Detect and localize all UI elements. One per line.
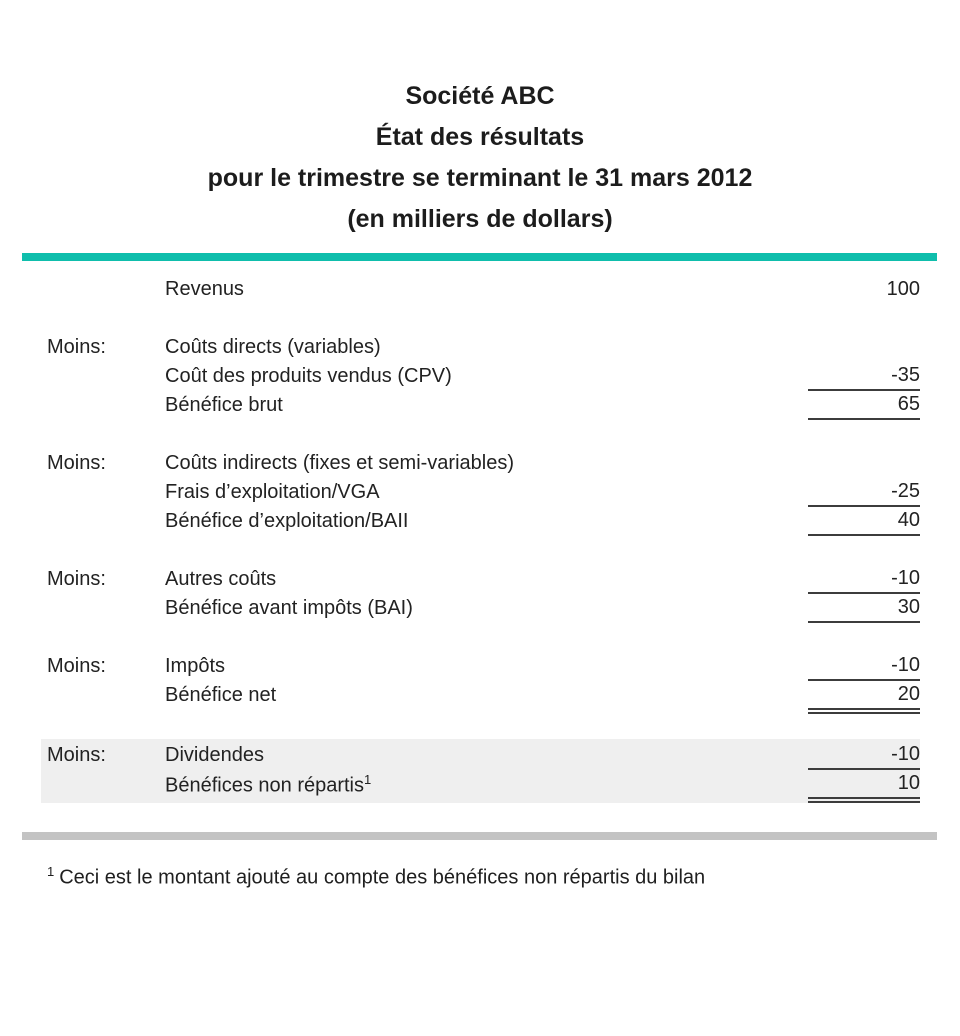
row-amount: 100 [886, 278, 920, 300]
retained-earnings-shaded-section: Moins: Dividendes -10 Bénéfices non répa… [41, 739, 920, 803]
row-amount: 65 [808, 391, 920, 420]
statement-period: pour le trimestre se terminant le 31 mar… [207, 164, 753, 192]
row-label: Revenus [165, 278, 244, 300]
row-label: Coûts indirects (fixes et semi-variables… [165, 452, 514, 474]
row-benefice-avant-impots: Bénéfice avant impôts (BAI) 30 [47, 594, 920, 623]
footnote-marker: 1 [47, 864, 55, 879]
row-impots: Moins: Impôts -10 [47, 652, 920, 681]
row-cout-produits-vendus: Coût des produits vendus (CPV) -35 [47, 362, 920, 391]
row-label: Impôts [165, 655, 226, 677]
row-label: Coût des produits vendus (CPV) [165, 365, 452, 387]
row-label: Dividendes [165, 744, 264, 766]
row-spacer [47, 304, 920, 333]
row-amount [808, 333, 920, 362]
row-amount: -10 [808, 565, 920, 594]
row-spacer [47, 536, 920, 565]
company-name: Société ABC [405, 82, 555, 110]
statement-units: (en milliers de dollars) [347, 205, 613, 233]
row-label: Frais d’exploitation/VGA [165, 481, 380, 503]
row-amount: -10 [808, 741, 920, 770]
row-amount: 10 [808, 770, 920, 803]
row-prefix: Moins: [47, 452, 106, 474]
row-benefice-exploitation: Bénéfice d’exploitation/BAII 40 [47, 507, 920, 536]
gray-divider-rule [22, 832, 937, 840]
row-label: Bénéfice brut [165, 394, 283, 416]
teal-accent-rule [22, 253, 937, 261]
row-amount: 20 [808, 681, 920, 714]
row-couts-directs: Moins: Coûts directs (variables) [47, 333, 920, 362]
row-prefix: Moins: [47, 744, 106, 766]
row-amount [808, 449, 920, 478]
row-spacer [47, 623, 920, 652]
row-frais-exploitation: Frais d’exploitation/VGA -25 [47, 478, 920, 507]
row-revenus: Revenus 100 [47, 275, 920, 304]
row-prefix: Moins: [47, 568, 106, 590]
row-label: Bénéfice net [165, 684, 277, 706]
row-amount: -10 [808, 652, 920, 681]
row-label: Bénéfice avant impôts (BAI) [165, 597, 413, 619]
row-amount: -25 [808, 478, 920, 507]
row-amount: 30 [808, 594, 920, 623]
row-label: Autres coûts [165, 568, 277, 590]
row-benefices-non-repartis: Bénéfices non répartis1 10 [47, 770, 920, 803]
row-spacer [47, 420, 920, 449]
row-spacer [47, 710, 920, 739]
footnote-reference-mark: 1 [364, 771, 372, 787]
income-statement-table: Revenus 100 Moins: Coûts directs (variab… [41, 275, 920, 803]
statement-title: État des résultats [375, 123, 585, 151]
footnote-text: Ceci est le montant ajouté au compte des… [59, 866, 706, 889]
row-couts-indirects: Moins: Coûts indirects (fixes et semi-va… [47, 449, 920, 478]
row-benefice-net: Bénéfice net 20 [47, 681, 920, 714]
row-amount: -35 [808, 362, 920, 391]
row-label: Bénéfice d’exploitation/BAII [165, 510, 409, 532]
footnote: 1 Ceci est le montant ajouté au compte de… [47, 864, 920, 890]
row-prefix: Moins: [47, 336, 106, 358]
row-dividendes: Moins: Dividendes -10 [47, 741, 920, 770]
statement-header: Société ABC État des résultats pour le t… [0, 76, 960, 240]
row-autres-couts: Moins: Autres coûts -10 [47, 565, 920, 594]
row-amount: 40 [808, 507, 920, 536]
row-benefice-brut: Bénéfice brut 65 [47, 391, 920, 420]
row-label: Bénéfices non répartis1 [165, 771, 372, 797]
row-label: Coûts directs (variables) [165, 336, 381, 358]
row-prefix: Moins: [47, 655, 106, 677]
